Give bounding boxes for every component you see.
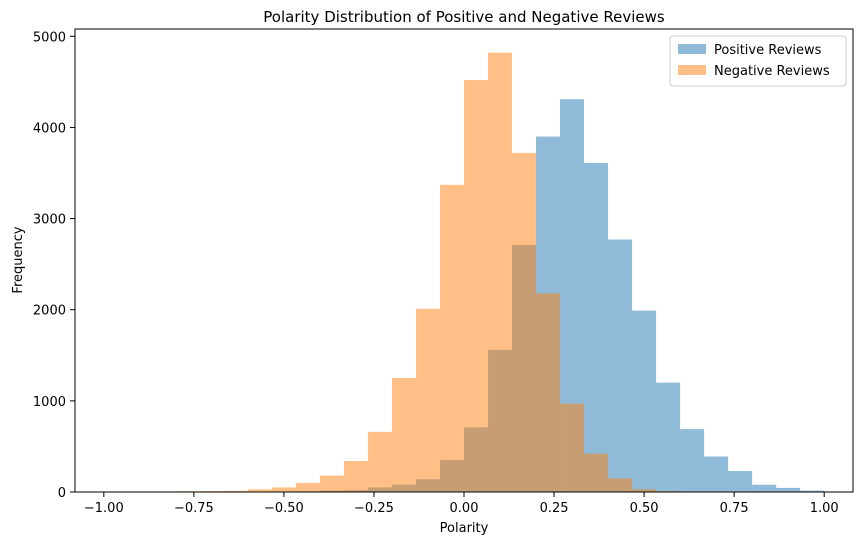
bar-positive-20 [584, 162, 609, 493]
x-tick-label: −0.75 [174, 501, 214, 516]
bar-negative-13 [439, 184, 464, 492]
bar-positive-23 [656, 382, 681, 492]
legend: Positive Reviews Negative Reviews [669, 35, 847, 87]
bar-positive-21 [608, 239, 633, 492]
x-axis: −1.00 −0.75 −0.50 −0.25 0.00 0.25 0.50 0.75 1.00 [84, 492, 839, 516]
legend-label-negative: Negative Reviews [714, 64, 830, 79]
bar-negative-7 [295, 482, 320, 492]
bar-positive-24 [680, 429, 705, 492]
x-axis-label: Polarity [440, 521, 489, 536]
bar-positive-22 [632, 310, 657, 492]
bar-positive-28 [776, 487, 801, 492]
bar-negative-4 [223, 490, 248, 492]
bar-negative-10 [367, 431, 392, 492]
bar-positive-27 [752, 484, 777, 492]
bars-layer [151, 52, 825, 493]
x-tick-label: −0.25 [354, 501, 394, 516]
bar-negative-15 [488, 52, 513, 492]
legend-swatch-negative [678, 65, 706, 75]
bar-negative-8 [319, 475, 344, 492]
y-tick-label: 3000 [33, 213, 66, 228]
bar-negative-19 [584, 453, 609, 492]
x-tick-label: 0.75 [720, 501, 749, 516]
bar-negative-18 [560, 403, 585, 492]
bar-positive-19 [560, 99, 585, 493]
y-tick-label: 5000 [33, 30, 66, 45]
bar-negative-21 [632, 489, 657, 492]
bar-negative-20 [608, 478, 633, 492]
x-tick-label: −1.00 [84, 501, 124, 516]
y-tick-label: 0 [58, 486, 66, 501]
bar-positive-29 [800, 490, 825, 492]
y-axis-label: Frequency [11, 226, 26, 293]
legend-label-positive: Positive Reviews [714, 43, 822, 58]
y-tick-label: 1000 [33, 395, 66, 410]
y-tick-label: 4000 [33, 121, 66, 136]
legend-swatch-positive [678, 44, 706, 54]
x-tick-label: 1.00 [810, 501, 839, 516]
y-tick-label: 2000 [33, 304, 66, 319]
bar-positive-25 [704, 456, 729, 492]
bar-negative-6 [271, 487, 296, 492]
bar-negative-11 [391, 378, 416, 492]
y-axis: 0 1000 2000 3000 4000 5000 [33, 30, 75, 501]
bar-positive-26 [728, 471, 753, 492]
x-tick-label: −0.50 [264, 501, 304, 516]
bar-negative-14 [464, 80, 489, 492]
legend-box [669, 35, 847, 87]
x-tick-label: 0.25 [540, 501, 569, 516]
bar-negative-16 [512, 152, 537, 492]
x-tick-label: 0.50 [630, 501, 659, 516]
bar-negative-5 [247, 489, 272, 492]
x-tick-label: 0.00 [450, 501, 479, 516]
bar-negative-9 [343, 461, 368, 492]
chart-title: Polarity Distribution of Positive and Ne… [263, 8, 665, 26]
bar-negative-17 [536, 293, 561, 492]
bar-negative-12 [415, 308, 440, 492]
